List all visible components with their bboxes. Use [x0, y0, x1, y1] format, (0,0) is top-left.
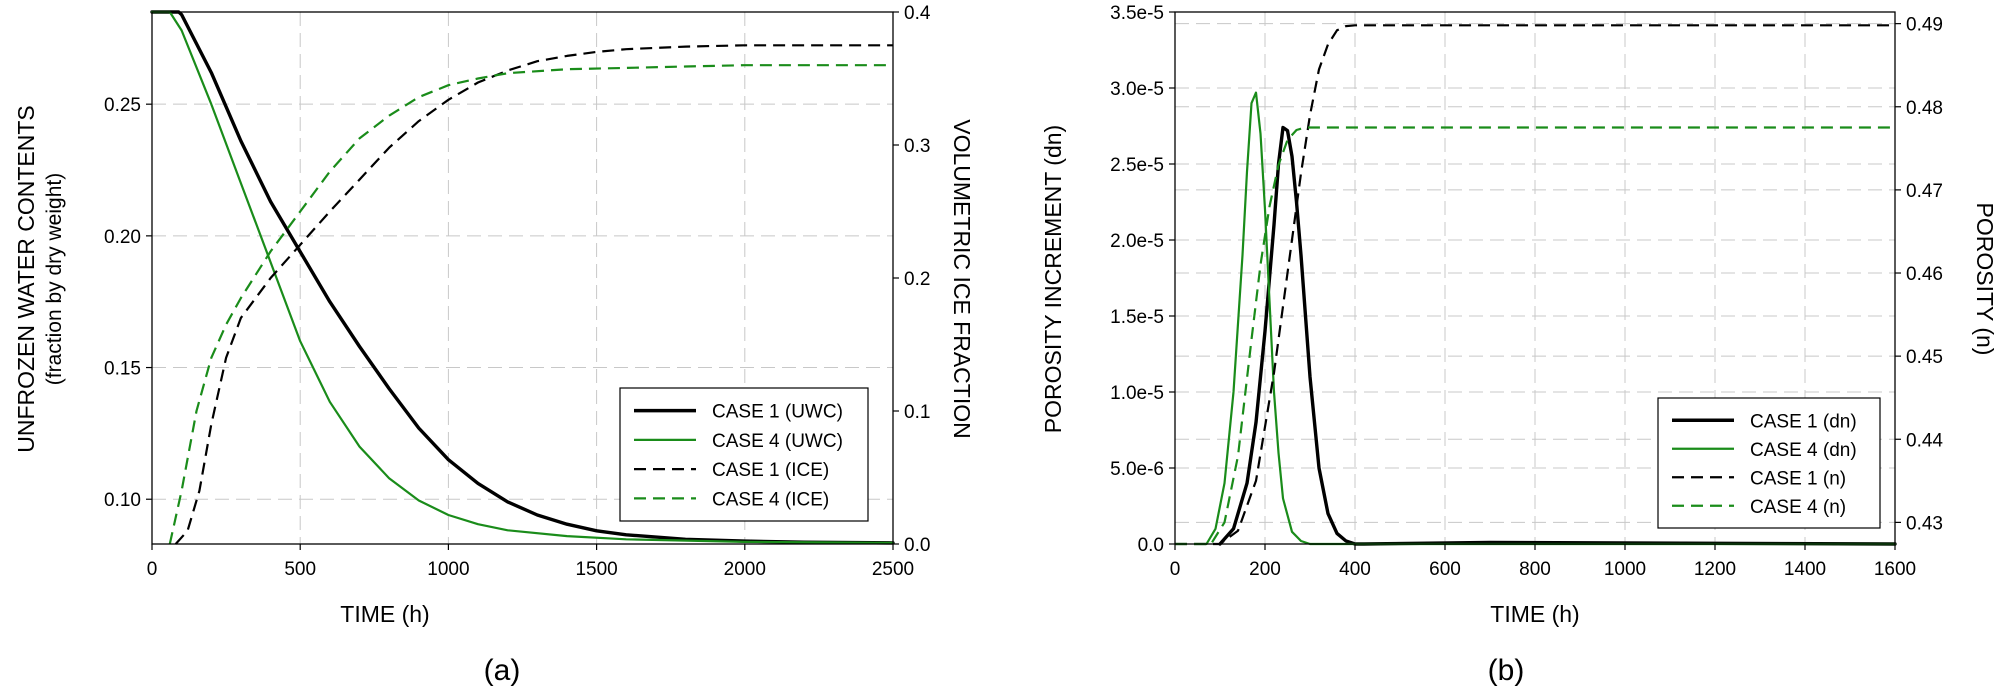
left-y-axis-title: POROSITY INCREMENT (dn) [1040, 125, 1066, 433]
panel-caption: (a) [484, 654, 521, 687]
x-tick-label: 1400 [1784, 559, 1826, 580]
right-y-axis-ticks: 0.43 0.44 0.45 0.46 0.47 0.48 0.49 [1895, 15, 1943, 534]
x-tick-label: 2000 [724, 559, 766, 580]
right-y-axis-title: POROSITY (n) [1972, 203, 1998, 356]
legend: CASE 1 (dn) CASE 4 (dn) CASE 1 (n) CASE 4 (… [1657, 397, 1881, 529]
x-axis-ticks: 0 500 1000 1500 2000 2500 [147, 544, 914, 580]
y2-tick-label: 0.4 [904, 3, 931, 24]
y-tick-label: 0.25 [104, 95, 141, 116]
chart-panel-b: 0 200 400 600 800 1000 1200 1400 1600 0.0 5.0e-6 1… [1040, 3, 1998, 687]
x-tick-label: 1500 [575, 559, 617, 580]
series-line-case-4-dn [1205, 91, 1897, 546]
x-tick-label: 1000 [1604, 559, 1646, 580]
legend-label: CASE 1 (n) [1750, 468, 1846, 489]
legend-label: CASE 1 (UWC) [712, 402, 843, 423]
x-axis-ticks: 0 200 400 600 800 1000 1200 1400 1600 [1170, 544, 1916, 580]
x-tick-label: 1200 [1694, 559, 1736, 580]
series-line-case-1-n [1175, 24, 1895, 546]
x-tick-label: 400 [1339, 559, 1371, 580]
series-line-case-1-ice [174, 44, 893, 545]
series-line-case-4-n [1175, 126, 1895, 546]
y2-tick-label: 0.46 [1906, 264, 1943, 285]
x-tick-label: 800 [1519, 559, 1551, 580]
plot-area [1175, 24, 1897, 546]
left-y-axis-ticks: 0.0 5.0e-6 1.0e-5 1.5e-5 2.0e-5 2.5e-5 3.0e-5 3… [1110, 3, 1175, 556]
legend-label: CASE 1 (ICE) [712, 460, 829, 481]
legend-label: CASE 4 (ICE) [712, 489, 829, 510]
y2-tick-label: 0.48 [1906, 98, 1943, 119]
panel-caption: (b) [1488, 654, 1525, 687]
x-axis-title: TIME (h) [340, 601, 429, 627]
y2-tick-label: 0.1 [904, 402, 930, 423]
y2-tick-label: 0.49 [1906, 15, 1943, 36]
x-tick-label: 0 [147, 559, 158, 580]
left-y-axis-subtitle: (fraction by dry weight) [43, 173, 66, 385]
y-tick-label: 3.0e-5 [1110, 79, 1164, 100]
y-tick-label: 2.5e-5 [1110, 155, 1164, 176]
x-tick-label: 2500 [872, 559, 914, 580]
x-tick-label: 0 [1170, 559, 1181, 580]
x-tick-label: 1000 [427, 559, 469, 580]
y-tick-label: 5.0e-6 [1110, 459, 1164, 480]
y2-tick-label: 0.47 [1906, 181, 1943, 202]
y-tick-label: 1.0e-5 [1110, 383, 1164, 404]
legend-label: CASE 1 (dn) [1750, 411, 1857, 432]
left-y-axis-title: UNFROZEN WATER CONTENTS [13, 105, 39, 453]
y-tick-label: 0.20 [104, 227, 141, 248]
y-tick-label: 0.15 [104, 359, 141, 380]
chart-panel-a: 0 500 1000 1500 2000 2500 0.10 0.15 0.20 0.25 0.… [13, 3, 975, 687]
plot-area [150, 10, 895, 545]
right-y-axis-title: VOLUMETRIC ICE FRACTION [949, 119, 975, 438]
right-y-axis-ticks: 0.0 0.1 0.2 0.3 0.4 [893, 3, 931, 556]
x-tick-label: 1600 [1874, 559, 1916, 580]
series-line-case-1-uwc [150, 10, 895, 545]
y2-tick-label: 0.43 [1906, 513, 1943, 534]
series-line-case-4-ice [168, 64, 893, 545]
x-axis-title: TIME (h) [1490, 601, 1579, 627]
x-tick-label: 600 [1429, 559, 1461, 580]
y-tick-label: 0.10 [104, 490, 141, 511]
x-tick-label: 200 [1249, 559, 1281, 580]
legend-label: CASE 4 (n) [1750, 497, 1846, 518]
y2-tick-label: 0.3 [904, 136, 930, 157]
legend-label: CASE 4 (dn) [1750, 440, 1857, 461]
x-tick-label: 500 [284, 559, 316, 580]
y-tick-label: 0.0 [1138, 535, 1164, 556]
y-tick-label: 2.0e-5 [1110, 231, 1164, 252]
y2-tick-label: 0.45 [1906, 347, 1943, 368]
y2-tick-label: 0.44 [1906, 430, 1943, 451]
y2-tick-label: 0.2 [904, 269, 930, 290]
legend-label: CASE 4 (UWC) [712, 431, 843, 452]
legend: CASE 1 (UWC) CASE 4 (UWC) CASE 1 (ICE) CASE… [619, 387, 869, 522]
left-y-axis-ticks: 0.10 0.15 0.20 0.25 [104, 95, 152, 511]
series-line-case-4-uwc [150, 10, 895, 545]
y-tick-label: 3.5e-5 [1110, 3, 1164, 24]
y2-tick-label: 0.0 [904, 535, 930, 556]
y-tick-label: 1.5e-5 [1110, 307, 1164, 328]
